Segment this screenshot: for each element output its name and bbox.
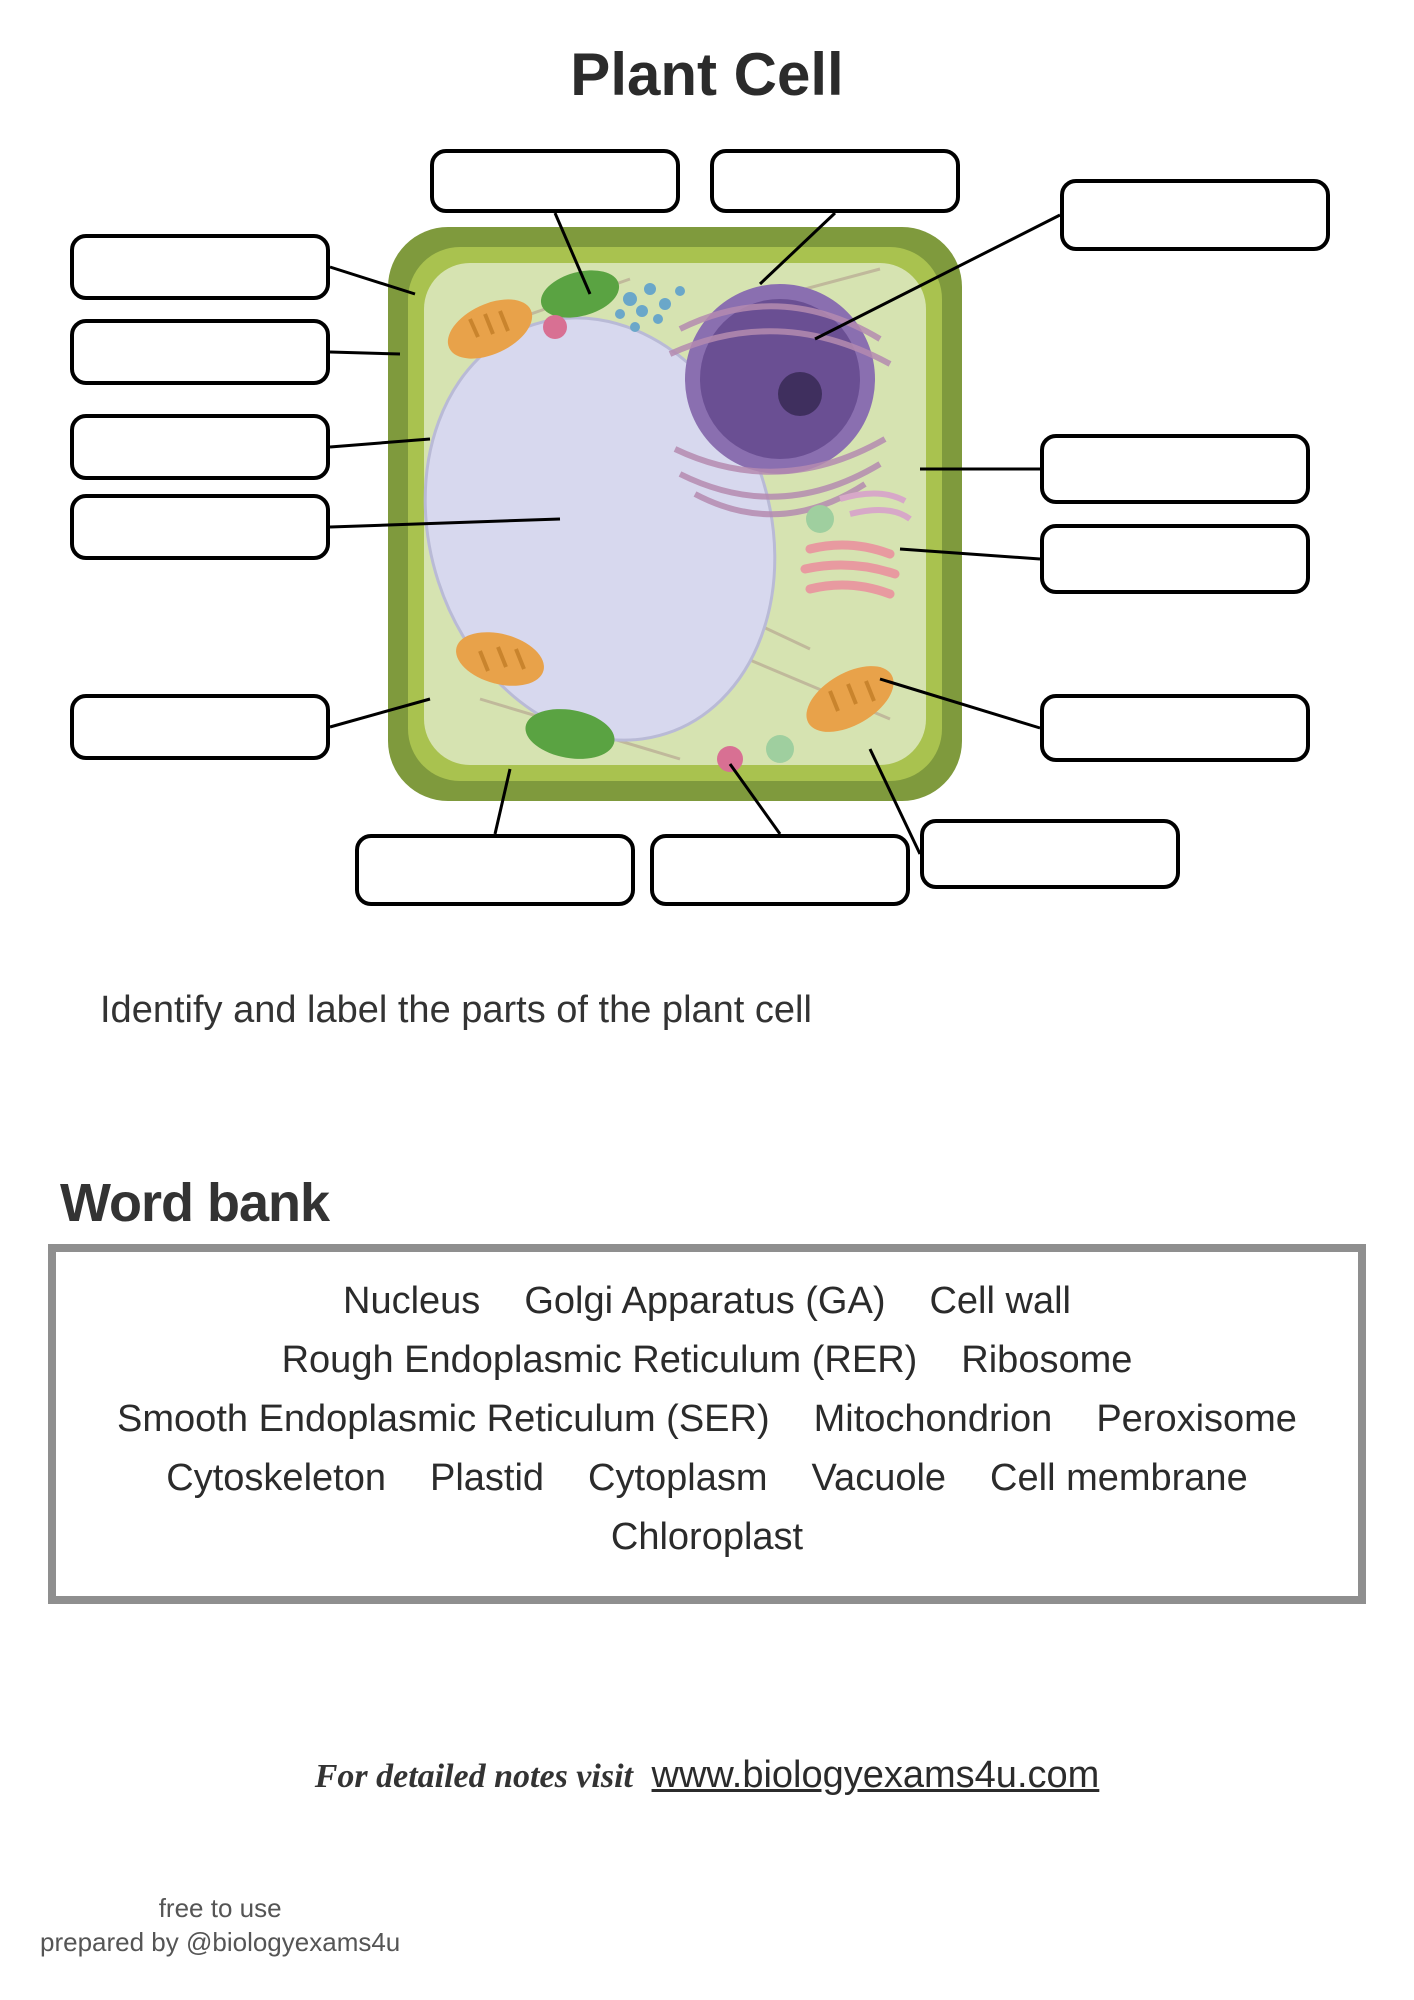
wordbank-term: Cell membrane: [990, 1449, 1248, 1508]
wordbank-term: Smooth Endoplasmic Reticulum (SER): [117, 1390, 770, 1449]
wordbank-term: Ribosome: [961, 1331, 1132, 1390]
wordbank-term: Plastid: [430, 1449, 544, 1508]
wordbank-term: Chloroplast: [611, 1508, 803, 1567]
label-box-left-1[interactable]: [70, 234, 330, 300]
label-box-bottom-2[interactable]: [650, 834, 910, 906]
label-box-bottom-3[interactable]: [920, 819, 1180, 889]
label-box-top-right[interactable]: [1060, 179, 1330, 251]
credits-line-2: prepared by @biologyexams4u: [40, 1926, 400, 1960]
wordbank-term: Cell wall: [929, 1272, 1070, 1331]
wordbank-term: Nucleus: [343, 1272, 480, 1331]
wordbank-term: Cytoskeleton: [166, 1449, 386, 1508]
label-box-left-3[interactable]: [70, 414, 330, 480]
label-box-right-3[interactable]: [1040, 694, 1310, 762]
wordbank-box: Nucleus Golgi Apparatus (GA) Cell wallRoug…: [48, 1244, 1366, 1604]
footer-link: For detailed notes visit www.biologyexam…: [0, 1604, 1414, 1797]
footer-script-text: For detailed notes visit: [315, 1758, 633, 1795]
label-box-bottom-1[interactable]: [355, 834, 635, 906]
wordbank-term: Mitochondrion: [814, 1390, 1053, 1449]
wordbank-term: Golgi Apparatus (GA): [524, 1272, 885, 1331]
wordbank-heading: Word bank: [0, 1032, 1414, 1244]
plant-cell-diagram: [380, 219, 970, 809]
label-box-right-1[interactable]: [1040, 434, 1310, 504]
wordbank-term: Vacuole: [812, 1449, 947, 1508]
credits-line-1: free to use: [40, 1892, 400, 1926]
credits: free to use prepared by @biologyexams4u: [40, 1892, 400, 1960]
label-box-right-2[interactable]: [1040, 524, 1310, 594]
label-box-left-bottom[interactable]: [70, 694, 330, 760]
footer-url[interactable]: www.biologyexams4u.com: [652, 1754, 1100, 1796]
diagram-area: [0, 139, 1414, 959]
label-box-top-1[interactable]: [430, 149, 680, 213]
page-title: Plant Cell: [0, 0, 1414, 109]
label-box-left-2[interactable]: [70, 319, 330, 385]
wordbank-term: Cytoplasm: [588, 1449, 768, 1508]
label-box-top-2[interactable]: [710, 149, 960, 213]
wordbank-term: Peroxisome: [1096, 1390, 1297, 1449]
wordbank-term: Rough Endoplasmic Reticulum (RER): [282, 1331, 918, 1390]
label-box-left-4[interactable]: [70, 494, 330, 560]
instruction-text: Identify and label the parts of the plan…: [0, 959, 1414, 1032]
